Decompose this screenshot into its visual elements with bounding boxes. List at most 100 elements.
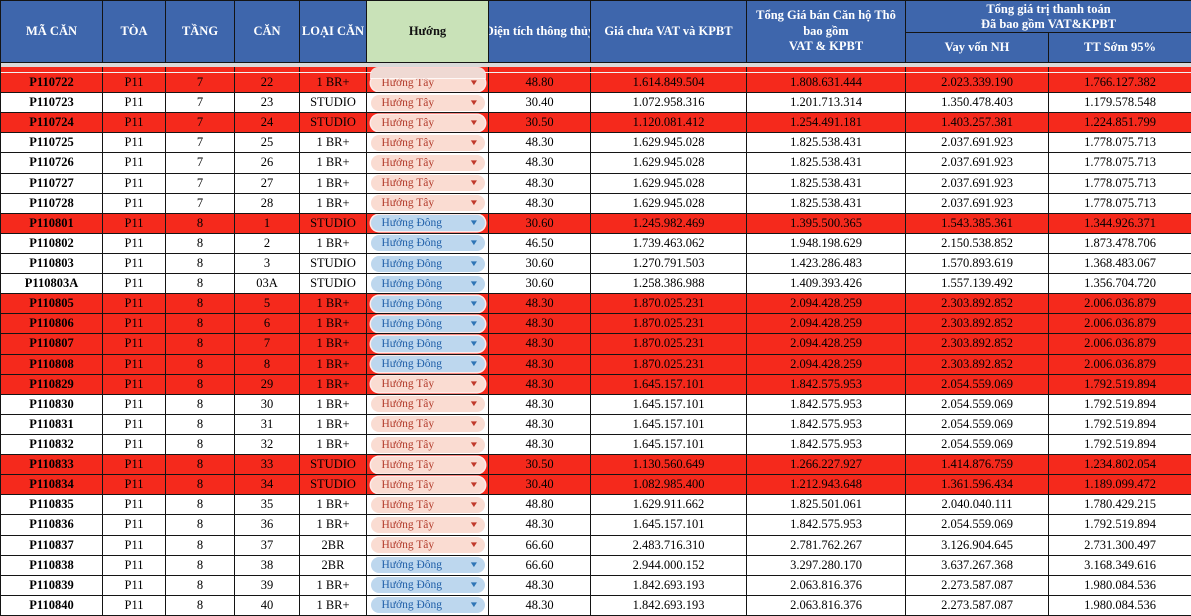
building-cell[interactable]: P11 (103, 233, 166, 253)
chevron-down-icon[interactable]: ▼ (468, 519, 479, 529)
payment-early-cell[interactable]: 1.766.127.382 (1049, 73, 1191, 92)
unit-type-cell[interactable]: 1 BR+ (300, 173, 367, 193)
price-total-cell[interactable]: 1.409.393.426 (747, 274, 906, 294)
area-cell[interactable]: 48.30 (489, 414, 591, 434)
payment-early-cell[interactable]: 1.792.519.894 (1049, 515, 1191, 534)
building-cell[interactable]: P11 (103, 253, 166, 274)
building-cell[interactable]: P11 (103, 113, 166, 133)
direction-dropdown[interactable]: Hướng Đông ▼ (370, 295, 485, 312)
unit-type-cell[interactable]: 1 BR+ (300, 434, 367, 455)
building-cell[interactable]: P11 (103, 173, 166, 193)
price-novat-cell[interactable]: 1.645.157.101 (591, 394, 747, 414)
unit-code-cell[interactable]: P110838 (1, 555, 103, 575)
floor-cell[interactable]: 8 (166, 495, 235, 515)
payment-early-cell[interactable]: 1.780.429.215 (1049, 495, 1191, 514)
direction-cell[interactable]: Hướng Đông ▼ (367, 555, 489, 575)
unit-code-cell[interactable]: P110832 (1, 434, 103, 455)
building-cell[interactable]: P11 (103, 475, 166, 495)
payment-loan-cell[interactable]: 1.414.876.759 (906, 455, 1049, 475)
area-cell[interactable]: 30.50 (489, 113, 591, 133)
area-cell[interactable]: 48.30 (489, 193, 591, 213)
direction-dropdown[interactable]: Hướng Tây ▼ (370, 74, 485, 91)
floor-cell[interactable]: 7 (166, 133, 235, 153)
unit-number-cell[interactable]: 28 (235, 193, 300, 213)
unit-type-cell[interactable]: STUDIO (300, 274, 367, 294)
floor-cell[interactable]: 8 (166, 595, 235, 615)
floor-cell[interactable]: 8 (166, 515, 235, 535)
price-total-cell[interactable]: 2.094.428.259 (747, 314, 906, 334)
unit-number-cell[interactable]: 26 (235, 153, 300, 173)
building-cell[interactable]: P11 (103, 294, 166, 314)
payment-loan-cell[interactable]: 2.037.691.923 (906, 153, 1049, 173)
price-novat-cell[interactable]: 1.629.945.028 (591, 193, 747, 213)
floor-cell[interactable]: 7 (166, 73, 235, 93)
direction-cell[interactable]: Hướng Đông ▼ (367, 354, 489, 374)
building-cell[interactable]: P11 (103, 374, 166, 394)
unit-code-cell[interactable]: P110723 (1, 93, 103, 113)
unit-number-cell[interactable]: 35 (235, 495, 300, 515)
unit-code-cell[interactable]: P110830 (1, 394, 103, 414)
unit-code-cell[interactable]: P110839 (1, 575, 103, 595)
unit-type-cell[interactable]: 1 BR+ (300, 414, 367, 434)
floor-cell[interactable]: 8 (166, 455, 235, 475)
unit-code-cell[interactable]: P110728 (1, 193, 103, 213)
payment-loan-cell[interactable]: 2.303.892.852 (906, 314, 1049, 334)
unit-number-cell[interactable]: 2 (235, 233, 300, 253)
unit-type-cell[interactable]: 1 BR+ (300, 133, 367, 153)
unit-type-cell[interactable]: 1 BR+ (300, 515, 367, 535)
area-cell[interactable]: 48.30 (489, 334, 591, 354)
direction-cell[interactable]: Hướng Đông ▼ (367, 595, 489, 615)
chevron-down-icon[interactable]: ▼ (468, 278, 479, 288)
unit-type-cell[interactable]: 1 BR+ (300, 73, 367, 93)
price-novat-cell[interactable]: 1.629.945.028 (591, 133, 747, 153)
unit-code-cell[interactable]: P110726 (1, 153, 103, 173)
price-total-cell[interactable]: 1.842.575.953 (747, 394, 906, 414)
building-cell[interactable]: P11 (103, 575, 166, 595)
building-cell[interactable]: P11 (103, 334, 166, 354)
unit-number-cell[interactable]: 31 (235, 414, 300, 434)
price-novat-cell[interactable]: 1.614.849.504 (591, 73, 747, 93)
payment-early-cell[interactable]: 1.189.099.472 (1049, 475, 1191, 494)
unit-code-cell[interactable]: P110803 (1, 253, 103, 274)
building-cell[interactable]: P11 (103, 535, 166, 555)
direction-dropdown[interactable]: Hướng Tây ▼ (370, 114, 485, 131)
price-novat-cell[interactable]: 1.645.157.101 (591, 374, 747, 394)
payment-loan-cell[interactable]: 2.273.587.087 (906, 595, 1049, 615)
payment-loan-cell[interactable]: 2.150.538.852 (906, 233, 1049, 253)
direction-cell[interactable]: Hướng Đông ▼ (367, 334, 489, 354)
direction-cell[interactable]: Hướng Tây ▼ (367, 113, 489, 133)
area-cell[interactable]: 48.30 (489, 173, 591, 193)
unit-number-cell[interactable]: 7 (235, 334, 300, 354)
chevron-down-icon[interactable]: ▼ (468, 238, 479, 248)
direction-dropdown[interactable]: Hướng Đông ▼ (370, 356, 485, 373)
direction-cell[interactable]: Hướng Tây ▼ (367, 93, 489, 113)
payment-early-cell[interactable]: 1.792.519.894 (1049, 395, 1191, 414)
unit-type-cell[interactable]: 2BR (300, 535, 367, 555)
unit-number-cell[interactable]: 36 (235, 515, 300, 535)
direction-cell[interactable]: Hướng Đông ▼ (367, 294, 489, 314)
price-total-cell[interactable]: 1.808.631.444 (747, 73, 906, 93)
chevron-down-icon[interactable]: ▼ (468, 157, 479, 167)
unit-type-cell[interactable]: STUDIO (300, 475, 367, 495)
payment-loan-cell[interactable]: 2.037.691.923 (906, 193, 1049, 213)
building-cell[interactable]: P11 (103, 414, 166, 434)
direction-dropdown[interactable]: Hướng Đông ▼ (370, 577, 485, 594)
price-total-cell[interactable]: 1.825.538.431 (747, 173, 906, 193)
price-novat-cell[interactable]: 1.842.693.193 (591, 575, 747, 595)
floor-cell[interactable]: 8 (166, 394, 235, 414)
chevron-down-icon[interactable]: ▼ (468, 298, 479, 308)
unit-code-cell[interactable]: P110840 (1, 595, 103, 615)
direction-cell[interactable]: Hướng Tây ▼ (367, 153, 489, 173)
price-novat-cell[interactable]: 1.270.791.503 (591, 253, 747, 274)
unit-number-cell[interactable]: 3 (235, 253, 300, 274)
chevron-down-icon[interactable]: ▼ (468, 540, 479, 550)
unit-code-cell[interactable]: P110807 (1, 334, 103, 354)
direction-cell[interactable]: Hướng Tây ▼ (367, 495, 489, 515)
unit-code-cell[interactable]: P110801 (1, 213, 103, 233)
area-cell[interactable]: 48.30 (489, 394, 591, 414)
unit-type-cell[interactable]: 1 BR+ (300, 394, 367, 414)
unit-type-cell[interactable]: 1 BR+ (300, 294, 367, 314)
direction-dropdown[interactable]: Hướng Tây ▼ (370, 175, 485, 192)
unit-code-cell[interactable]: P110806 (1, 314, 103, 334)
payment-early-cell[interactable]: 1.792.519.894 (1049, 415, 1191, 434)
